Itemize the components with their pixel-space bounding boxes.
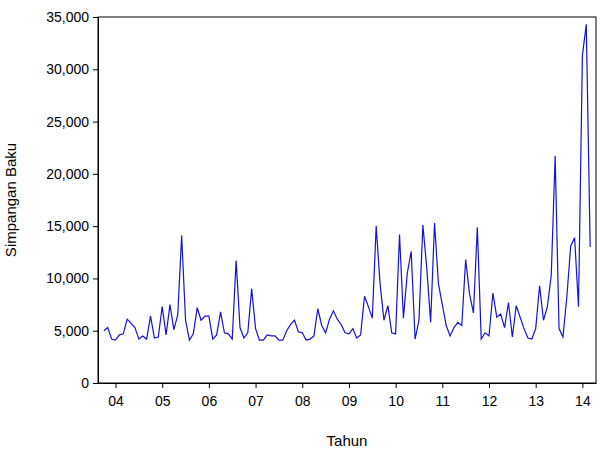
x-axis-line <box>99 383 597 384</box>
x-tick-mark <box>256 383 257 388</box>
y-tick-mark <box>93 17 98 18</box>
x-tick-mark <box>349 383 350 388</box>
y-tick-label: 25,000 <box>46 114 89 130</box>
x-axis: 04 05 06 07 08 09 10 11 12 13 14 <box>99 383 597 409</box>
x-tick-mark <box>116 383 117 388</box>
plot-frame <box>98 17 596 383</box>
x-tick: 06 <box>202 383 218 409</box>
y-tick: 15,000 <box>46 218 98 234</box>
y-tick-mark <box>93 383 98 384</box>
x-tick: 13 <box>528 383 544 409</box>
x-tick-label: 05 <box>155 393 171 409</box>
y-tick: 5,000 <box>54 323 98 339</box>
x-tick-mark <box>302 383 303 388</box>
y-tick-mark <box>93 122 98 123</box>
y-tick: 35,000 <box>46 9 98 25</box>
y-tick: 30,000 <box>46 61 98 77</box>
x-tick: 10 <box>388 383 404 409</box>
x-tick: 12 <box>482 383 498 409</box>
x-tick-mark <box>396 383 397 388</box>
x-tick: 07 <box>248 383 264 409</box>
y-tick-mark <box>93 69 98 70</box>
x-tick-mark <box>442 383 443 388</box>
y-tick: 25,000 <box>46 114 98 130</box>
data-line <box>104 24 590 340</box>
x-tick-label: 13 <box>528 393 544 409</box>
x-tick-label: 14 <box>575 393 591 409</box>
y-tick-label: 20,000 <box>46 166 89 182</box>
x-tick: 08 <box>295 383 311 409</box>
x-tick-label: 06 <box>202 393 218 409</box>
x-tick-label: 09 <box>342 393 358 409</box>
y-axis-title: Simpangan Baku <box>2 143 19 257</box>
y-tick-label: 35,000 <box>46 9 89 25</box>
x-tick: 11 <box>436 383 451 409</box>
y-tick-label: 0 <box>81 375 89 391</box>
x-tick-mark <box>582 383 583 388</box>
y-tick-mark <box>93 278 98 279</box>
x-tick-label: 10 <box>388 393 404 409</box>
y-tick: 10,000 <box>46 270 98 286</box>
x-tick-label: 08 <box>295 393 311 409</box>
x-tick-label: 11 <box>436 393 451 409</box>
x-tick-mark <box>209 383 210 388</box>
x-tick-mark <box>489 383 490 388</box>
y-tick-mark <box>93 226 98 227</box>
y-tick-mark <box>93 174 98 175</box>
y-tick-label: 15,000 <box>46 218 89 234</box>
y-tick-label: 30,000 <box>46 61 89 77</box>
y-tick: 0 <box>81 375 98 391</box>
x-tick-label: 04 <box>108 393 124 409</box>
x-tick: 05 <box>155 383 171 409</box>
y-tick-label: 10,000 <box>46 270 89 286</box>
chart: 0 5,000 10,000 15,000 20,000 25,000 30,000 35,0… <box>0 0 600 458</box>
y-axis: 0 5,000 10,000 15,000 20,000 25,000 30,000 35,0… <box>46 9 98 391</box>
y-tick-mark <box>93 331 98 332</box>
x-tick-label: 12 <box>482 393 498 409</box>
y-tick-label: 5,000 <box>54 323 89 339</box>
x-axis-title: Tahun <box>327 432 368 449</box>
y-axis-line <box>98 18 99 384</box>
x-tick-mark <box>162 383 163 388</box>
x-tick: 04 <box>108 383 124 409</box>
x-tick-label: 07 <box>248 393 264 409</box>
x-tick: 09 <box>342 383 358 409</box>
x-tick: 14 <box>575 383 591 409</box>
x-tick-mark <box>536 383 537 388</box>
y-tick: 20,000 <box>46 166 98 182</box>
plot-area <box>104 24 590 340</box>
